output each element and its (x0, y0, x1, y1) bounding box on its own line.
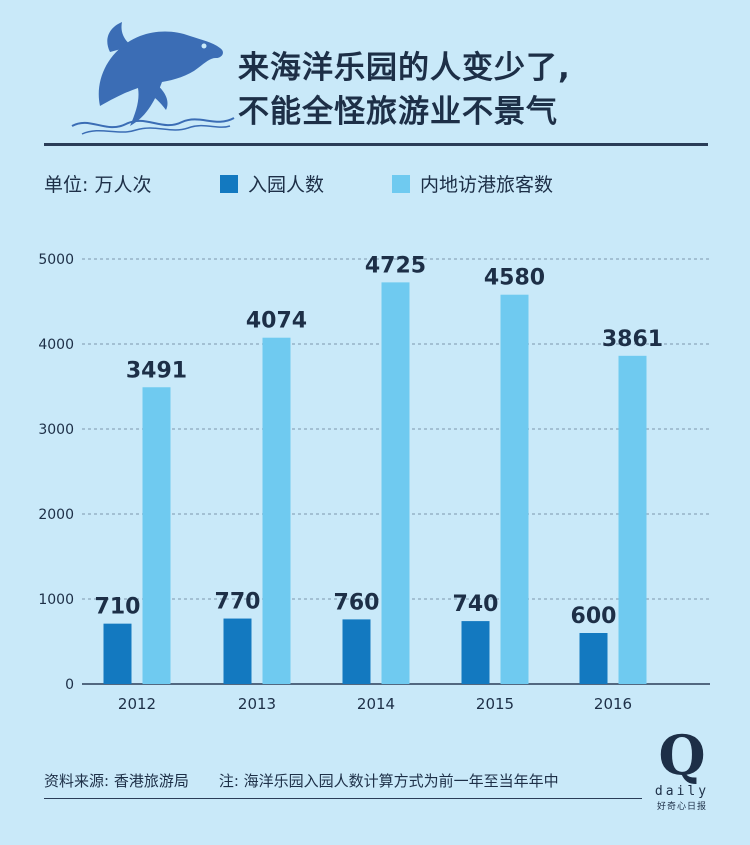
bar-entries-2016 (579, 633, 608, 684)
data-label: 3861 (602, 327, 663, 352)
y-tick-label: 3000 (38, 422, 74, 438)
title-divider (44, 143, 708, 146)
data-label: 710 (95, 595, 141, 620)
y-tick-label: 2000 (38, 507, 74, 523)
brand-daily: daily (654, 784, 710, 799)
footer-divider (44, 798, 642, 799)
x-tick-label: 2016 (594, 695, 632, 713)
legend-label-visitors: 内地访港旅客数 (420, 174, 554, 196)
legend-label-entries: 入园人数 (248, 174, 325, 196)
data-label: 740 (453, 592, 499, 617)
bar-visitors-2014 (381, 282, 410, 684)
y-tick-label: 5000 (38, 252, 74, 268)
bar-visitors-2015 (500, 294, 529, 684)
bar-entries-2014 (342, 619, 371, 684)
footer-source: 资料来源: 香港旅游局 注: 海洋乐园入园人数计算方式为前一年至当年年中 (44, 770, 559, 791)
data-label: 600 (571, 604, 617, 629)
source-text: 资料来源: 香港旅游局 (44, 772, 189, 790)
bar-entries-2015 (461, 621, 490, 684)
y-tick-label: 4000 (38, 337, 74, 353)
data-label: 4074 (246, 309, 307, 334)
bar-visitors-2016 (618, 355, 647, 684)
bar-visitors-2013 (262, 337, 291, 684)
note-text: 注: 海洋乐园入园人数计算方式为前一年至当年年中 (218, 772, 559, 790)
data-label: 4580 (484, 266, 545, 291)
legend-swatch-visitors (392, 175, 410, 193)
x-tick-label: 2013 (238, 695, 276, 713)
y-tick-label: 0 (65, 677, 74, 693)
dolphin-icon (71, 22, 235, 135)
legend-item-entries: 入园人数 (220, 170, 324, 197)
unit-label: 单位: 万人次 (44, 174, 152, 196)
brand-sub: 好奇心日报 (656, 802, 707, 812)
x-tick-label: 2014 (357, 695, 395, 713)
data-label: 770 (215, 590, 261, 615)
legend-item-visitors: 内地访港旅客数 (392, 170, 553, 197)
brand-logo: Q daily 好奇心日报 (652, 728, 712, 812)
data-label: 3491 (126, 358, 187, 383)
x-tick-label: 2015 (476, 695, 514, 713)
bar-entries-2012 (103, 623, 132, 684)
data-label: 760 (334, 590, 380, 615)
bar-entries-2013 (223, 618, 252, 684)
chart-title: 来海洋乐园的人变少了, 不能全怪旅游业不景气 (238, 46, 571, 134)
brand-q: Q (658, 723, 706, 787)
x-tick-label: 2012 (118, 695, 156, 713)
title-line-1: 来海洋乐园的人变少了, (238, 50, 571, 86)
bar-visitors-2012 (142, 387, 171, 684)
title-line-2: 不能全怪旅游业不景气 (238, 94, 558, 130)
y-tick-label: 1000 (38, 592, 74, 608)
legend-swatch-entries (220, 175, 238, 193)
data-label: 4725 (365, 253, 426, 278)
